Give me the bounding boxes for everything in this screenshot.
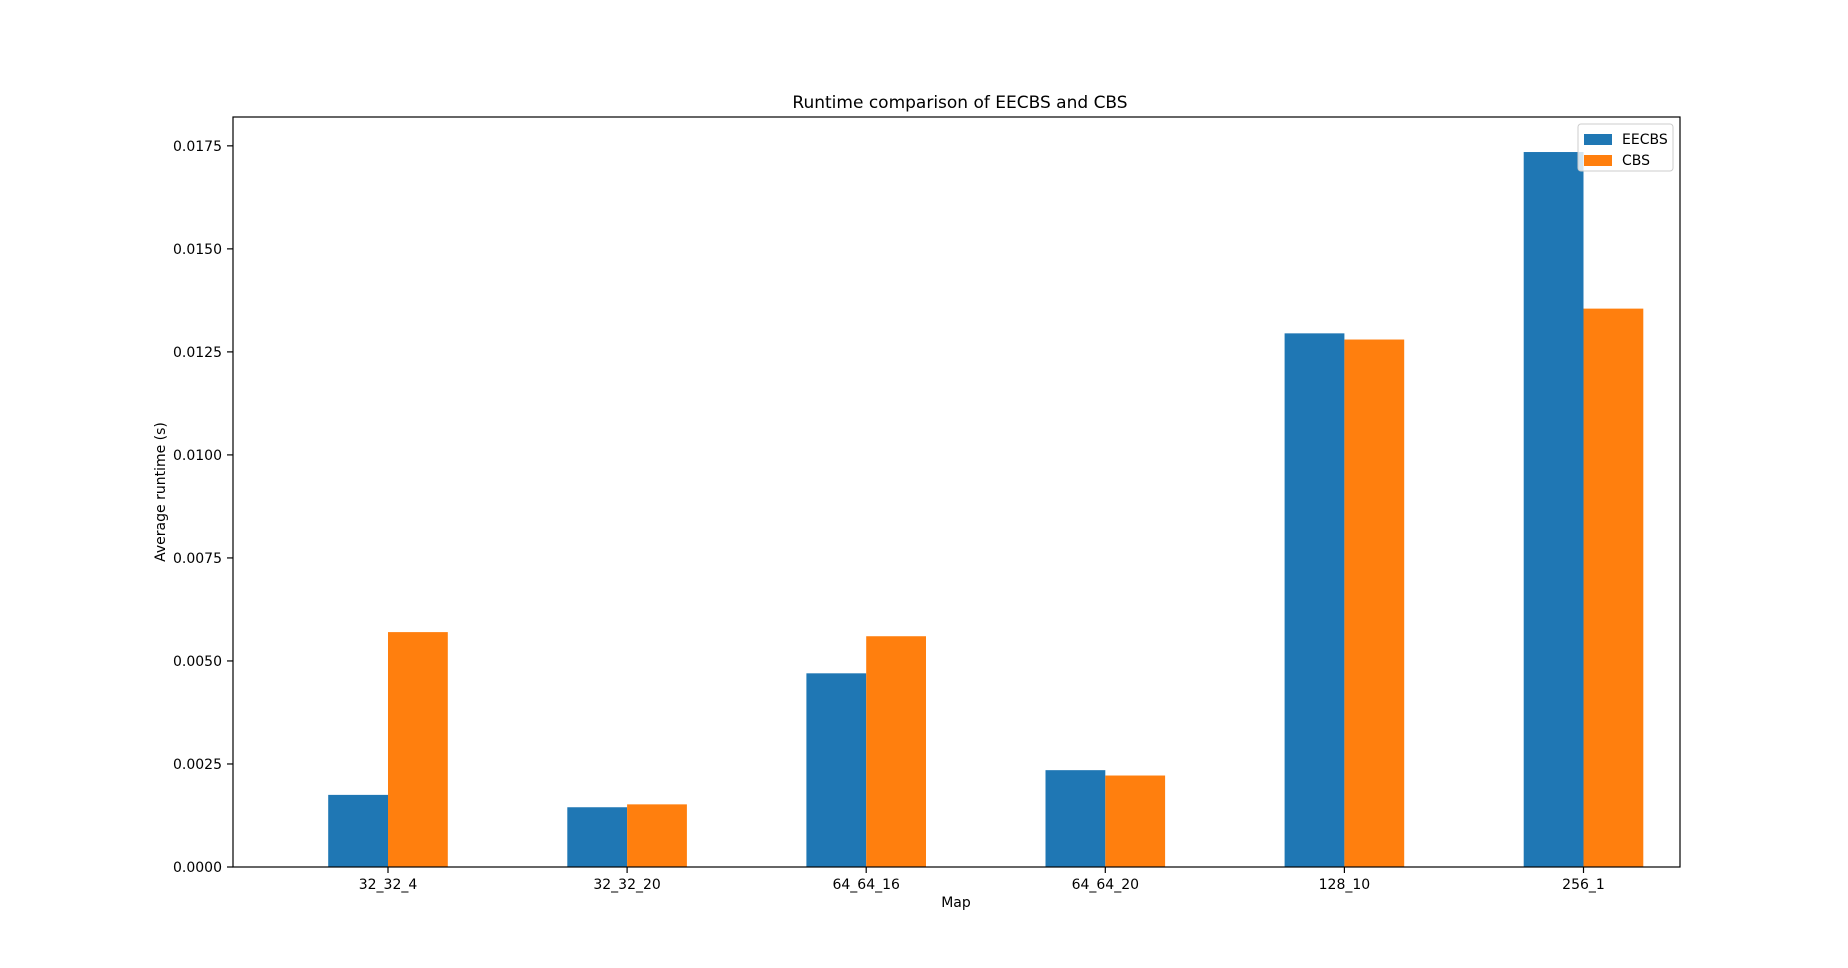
bar-cbs-256_1 bbox=[1583, 308, 1644, 867]
y-tick-label: 0.0050 bbox=[173, 654, 222, 670]
legend-label-cbs: CBS bbox=[1622, 153, 1650, 169]
bar-cbs-32_32_4 bbox=[388, 632, 448, 867]
x-tick-label: 256_1 bbox=[1562, 877, 1605, 893]
bar-eecbs-32_32_4 bbox=[328, 794, 388, 867]
x-tick-label: 32_32_4 bbox=[359, 877, 418, 893]
legend-swatch-cbs bbox=[1584, 155, 1612, 166]
x-tick-label: 128_10 bbox=[1319, 877, 1371, 893]
chart-title: Runtime comparison of EECBS and CBS bbox=[792, 93, 1127, 113]
y-tick-label: 0.0125 bbox=[173, 345, 222, 361]
bar-cbs-128_10 bbox=[1344, 339, 1405, 867]
legend: EECBS CBS bbox=[1577, 123, 1674, 172]
bar-eecbs-128_10 bbox=[1284, 333, 1345, 868]
plot-area-frame bbox=[232, 116, 1681, 868]
bar-eecbs-256_1 bbox=[1523, 152, 1584, 867]
bar-eecbs-64_64_20 bbox=[1045, 770, 1106, 867]
bar-eecbs-64_64_16 bbox=[806, 673, 867, 867]
y-axis-label: Average runtime (s) bbox=[153, 422, 169, 562]
bar-eecbs-32_32_20 bbox=[567, 807, 628, 867]
y-tick-label: 0.0075 bbox=[173, 551, 222, 567]
y-tick-label: 0.0175 bbox=[173, 139, 222, 155]
legend-swatch-eecbs bbox=[1584, 134, 1612, 145]
bar-cbs-64_64_20 bbox=[1105, 775, 1166, 867]
y-tick-label: 0.0100 bbox=[173, 448, 222, 464]
bar-cbs-32_32_20 bbox=[627, 804, 687, 867]
x-tick-label: 32_32_20 bbox=[593, 877, 660, 893]
x-tick-label: 64_64_16 bbox=[832, 877, 900, 893]
x-tick-label: 64_64_20 bbox=[1072, 877, 1139, 893]
bar-cbs-64_64_16 bbox=[866, 636, 926, 867]
y-tick-label: 0.0150 bbox=[173, 242, 222, 258]
y-tick-label: 0.0025 bbox=[173, 757, 222, 773]
y-tick-label: 0.0000 bbox=[173, 860, 222, 876]
bars-layer bbox=[328, 152, 1644, 868]
y-axis: 0.0000 0.0025 0.0050 0.0075 0.0100 0.0125 0.01… bbox=[173, 139, 233, 876]
legend-label-eecbs: EECBS bbox=[1622, 132, 1668, 148]
x-axis-label: Map bbox=[941, 895, 971, 911]
x-axis: 32_32_4 32_32_20 64_64_16 64_64_20 128_10 256… bbox=[359, 867, 1605, 893]
